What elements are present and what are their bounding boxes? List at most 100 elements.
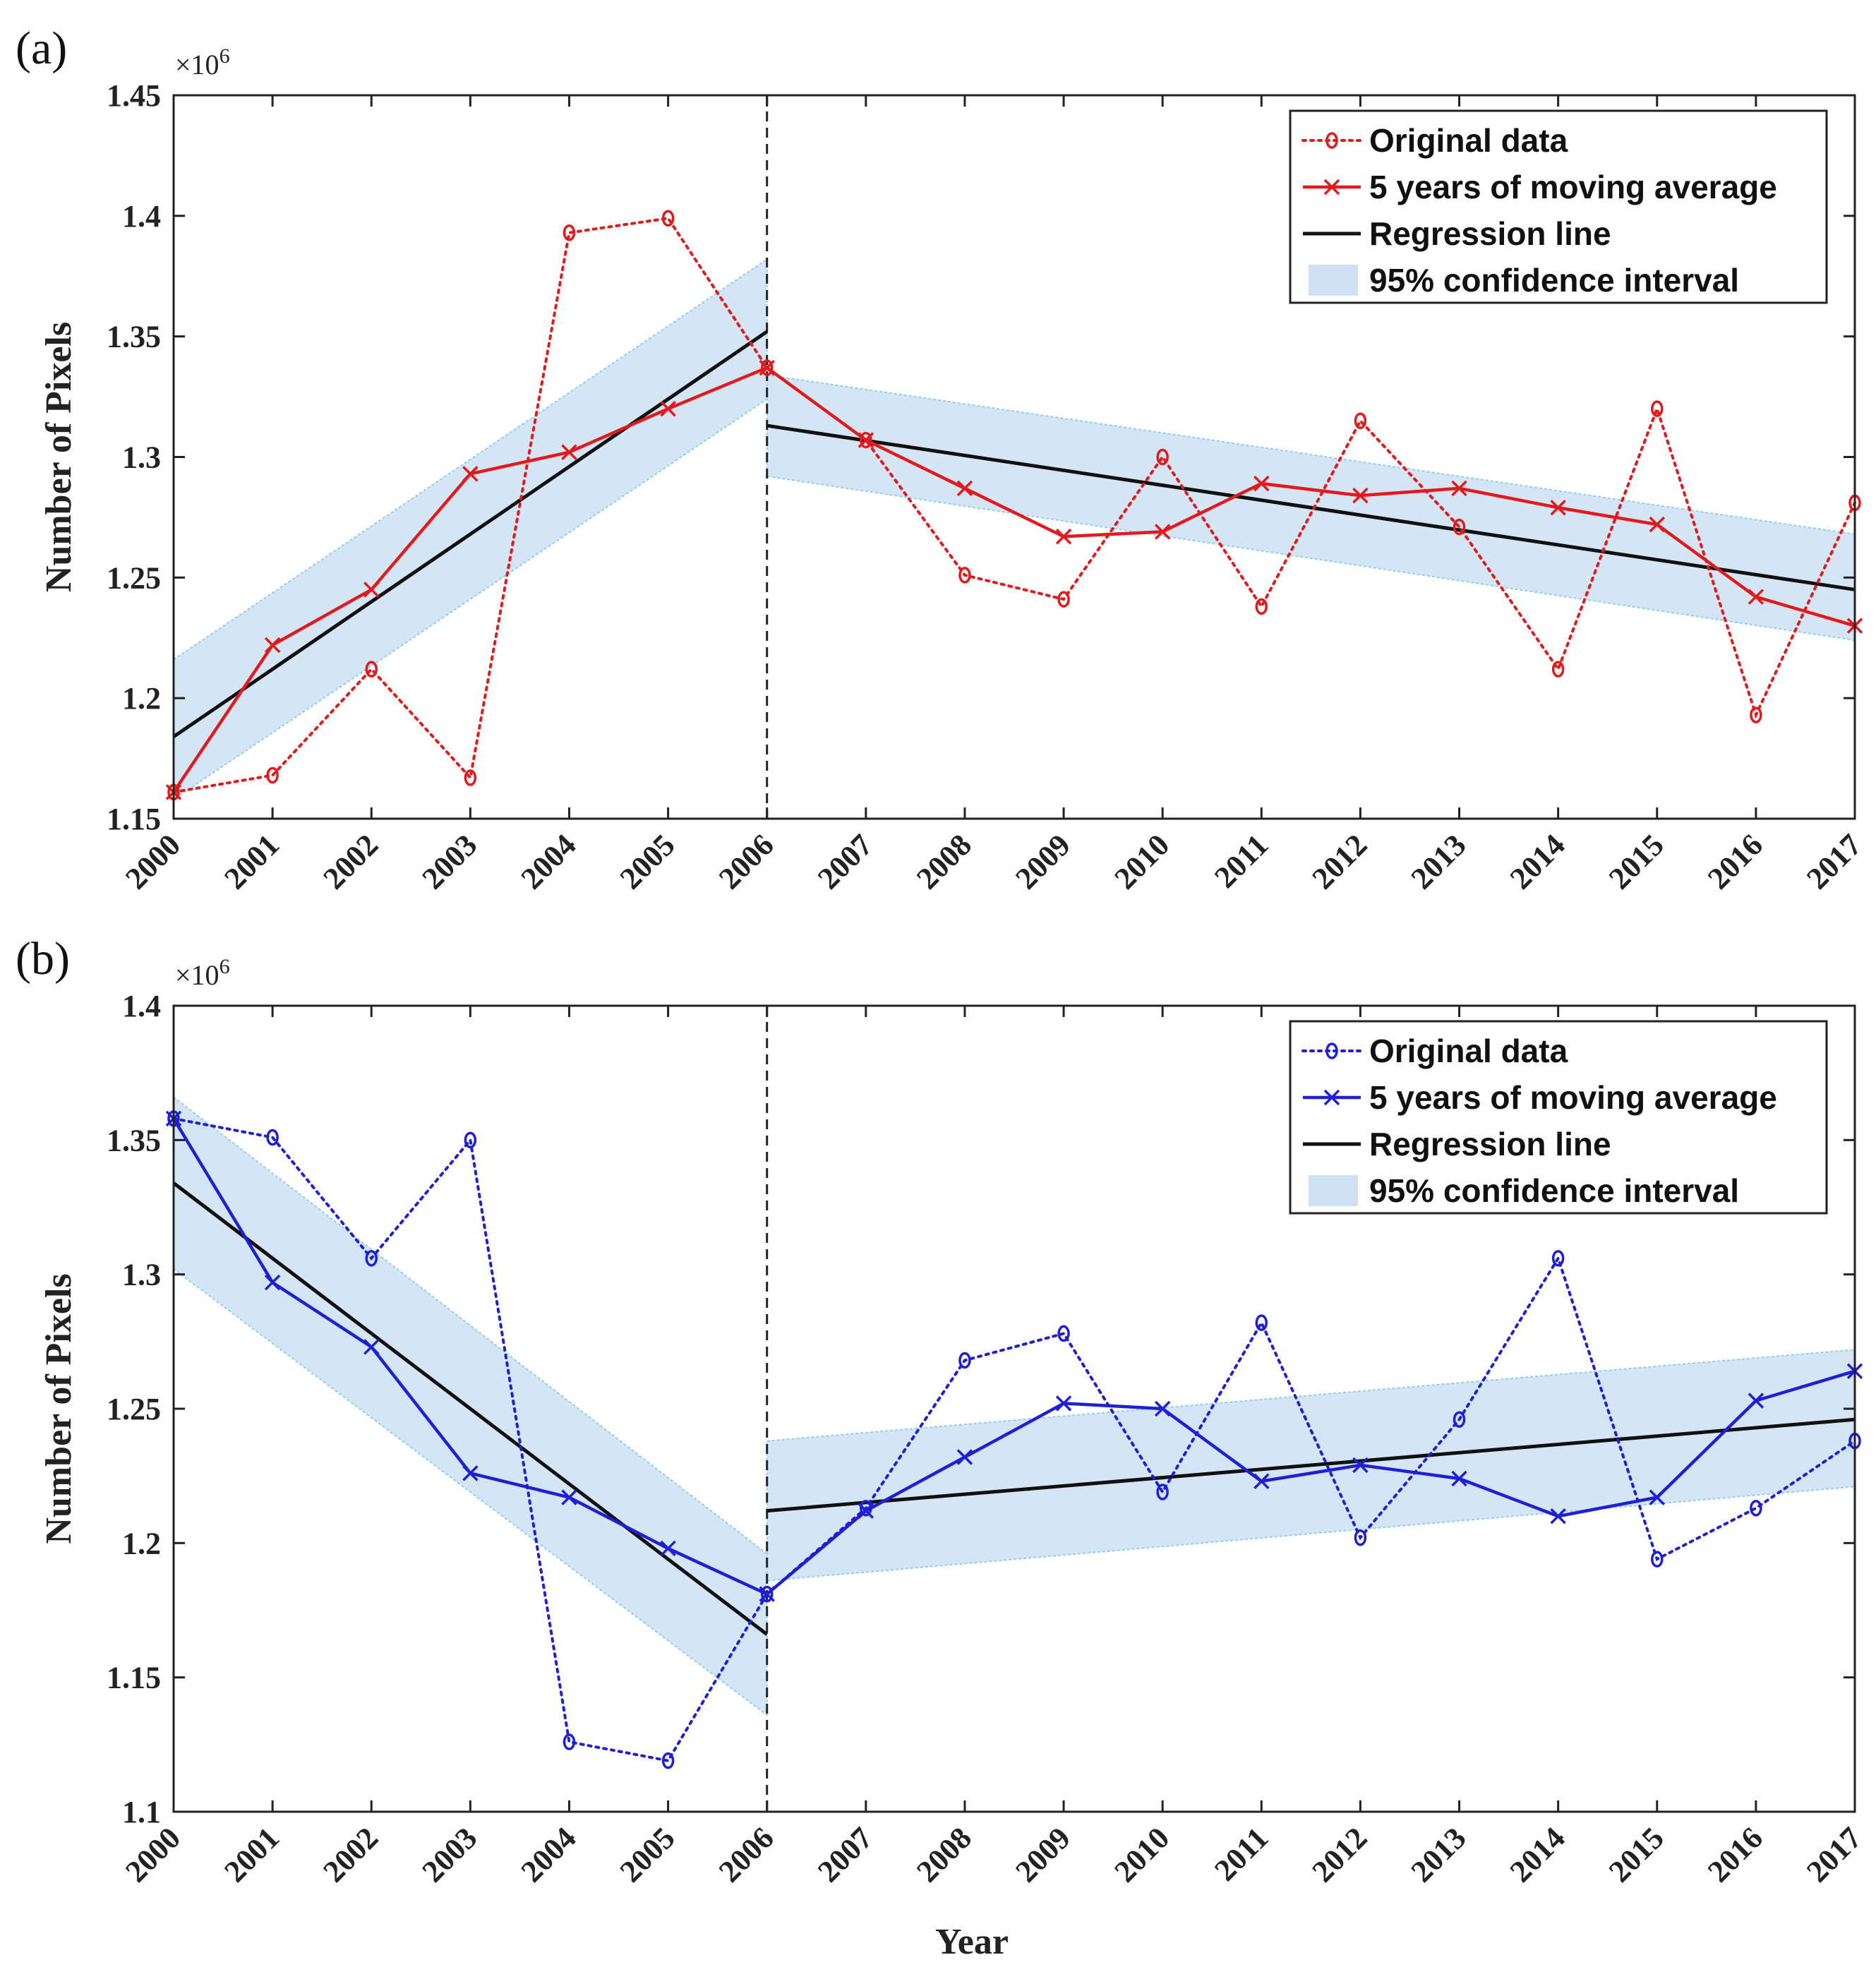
panel-b-y-exponent: ×106 [175, 955, 230, 991]
panel-a-original-point-2006 [760, 359, 774, 376]
panel-a-moving-average-point-2009 [1055, 529, 1072, 545]
panel-a-ci-band-1 [173, 258, 768, 801]
panel-a-y-axis-label: Number of Pixels [39, 322, 79, 592]
panel-a-original-data-line [172, 217, 1856, 794]
panel-a-moving-average-point-2001 [264, 637, 281, 654]
panel-b-moving-average-point-2003 [462, 1465, 479, 1481]
panel-a-legend-label-4: 95% confidence interval [1369, 262, 1739, 299]
panel-b-original-point-2010 [1156, 1484, 1169, 1500]
panel-b-moving-average-point-2006 [759, 1586, 775, 1602]
panel-a-y-tick-label: 1.4 [122, 199, 161, 234]
panel-b-x-tick-label: 2001 [217, 1820, 286, 1889]
panel-b-moving-average-line [172, 1117, 1856, 1596]
panel-b-legend-label-3: Regression line [1369, 1126, 1611, 1162]
panel-b-moving-average-point-2005 [660, 1540, 676, 1557]
panel-b-x-tick-label: 2017 [1800, 1820, 1868, 1889]
panel-b-x-axis-label: Year [935, 1922, 1009, 1962]
panel-a-moving-average-point-2012 [1352, 487, 1369, 504]
panel-a-x-tick-label: 2007 [811, 827, 879, 896]
panel-a-moving-average-point-2016 [1748, 589, 1764, 605]
panel-a-y-exponent-base: ×10 [175, 49, 220, 80]
panel-b-legend-label-4: 95% confidence interval [1369, 1172, 1739, 1209]
panel-a-y-exponent-power: 6 [220, 44, 230, 68]
panel-b-x-tick-label: 2002 [316, 1820, 385, 1889]
panel-b-y-tick-label: 1.1 [122, 1795, 161, 1829]
panel-b-original-point-2009 [1057, 1325, 1070, 1342]
panel-b-y-tick-label: 1.2 [122, 1526, 161, 1560]
panel-b-y-exponent-base: ×10 [175, 959, 220, 991]
panel-b-original-point-2013 [1453, 1411, 1466, 1428]
panel-b-original-point-2015 [1651, 1551, 1664, 1568]
panel-b-x-tick-label: 2007 [811, 1820, 879, 1889]
panel-a-x-tick-label: 2016 [1701, 827, 1769, 896]
panel-b-chart: (b) ×106 1.1 1.15 1.2 1.25 1.3 1.35 1.4 2000 2001 2… [16, 933, 1868, 1962]
panel-b-legend-label-1: Original data [1369, 1033, 1568, 1069]
panel-b-moving-average-point-2013 [1451, 1470, 1467, 1487]
panel-a-legend-swatch-ci [1309, 265, 1358, 296]
panel-b-original-point-2012 [1354, 1529, 1367, 1546]
panel-a-original-point-2012 [1354, 412, 1367, 429]
panel-b-y-exponent-power: 6 [220, 955, 230, 978]
panel-a-y-tick-label: 1.3 [122, 440, 161, 475]
panel-b-moving-average-point-2002 [363, 1339, 380, 1355]
panel-a-x-tick-label: 2010 [1107, 827, 1176, 896]
panel-a-legend-marker-original [1325, 132, 1338, 149]
panel-a-original-point-2015 [1651, 400, 1664, 417]
panel-b-x-tick-label: 2004 [515, 1820, 583, 1889]
panel-b-y-tick-label: 1.3 [122, 1258, 161, 1292]
panel-a-original-point-2005 [661, 210, 675, 227]
panel-b-moving-average-point-2014 [1550, 1508, 1566, 1524]
panel-a-original-point-2007 [860, 431, 872, 449]
panel-a-moving-average-point-2010 [1154, 524, 1171, 540]
panel-b-x-tick-label: 2000 [119, 1820, 187, 1889]
panel-a-original-point-2004 [563, 224, 576, 241]
panel-b-x-tick-label: 2012 [1306, 1820, 1374, 1889]
panel-a-original-point-2001 [266, 766, 279, 784]
panel-b-x-tick-label: 2016 [1701, 1820, 1769, 1889]
panel-b-moving-average-point-2010 [1154, 1400, 1171, 1417]
panel-a-moving-average-point-2015 [1649, 516, 1665, 533]
panel-b-x-tick-label: 2011 [1208, 1820, 1275, 1887]
panel-b-original-point-2005 [661, 1752, 675, 1769]
panel-a-y-tick-label: 1.45 [107, 78, 161, 113]
panel-b-original-point-2016 [1750, 1500, 1762, 1517]
panel-b-moving-average-point-2001 [264, 1274, 281, 1291]
panel-a-moving-average-point-2013 [1451, 480, 1467, 497]
panel-b-x-tick-label: 2003 [416, 1820, 484, 1889]
panel-a-legend-label-1: Original data [1369, 122, 1568, 159]
panel-a-moving-average-point-2002 [363, 582, 380, 598]
panel-b-moving-average-point-2009 [1055, 1395, 1072, 1412]
panel-a-moving-average-point-2007 [858, 432, 874, 448]
panel-a-original-point-2009 [1057, 591, 1070, 608]
panel-b-moving-average-point-2007 [858, 1503, 874, 1519]
panel-a-legend-marker-moving-average [1323, 179, 1340, 196]
panel-a-moving-average-point-2003 [462, 466, 479, 482]
panel-b-original-point-2004 [563, 1733, 576, 1750]
panel-b-ci-band-1 [173, 1095, 768, 1716]
panel-a-x-tick-label: 2000 [119, 827, 187, 896]
panel-b-original-data-line [172, 1117, 1856, 1762]
panel-a-regression-line-2 [766, 423, 1856, 591]
panel-a-moving-average-point-2005 [660, 400, 676, 417]
panel-b-x-tick-label: 2006 [712, 1820, 781, 1889]
panel-a-legend-label-2: 5 years of moving average [1369, 169, 1777, 205]
panel-a-moving-average-point-2008 [956, 480, 973, 497]
panel-a-legend: Original data 5 years of moving average Re… [1289, 109, 1828, 304]
panel-a-x-tick-label: 2008 [910, 827, 978, 896]
panel-b-moving-average-point-2012 [1352, 1457, 1369, 1474]
panel-a-y-tick-label: 1.35 [107, 320, 161, 354]
panel-a-y-tick-label: 1.15 [107, 802, 161, 836]
panel-a-x-tick-label: 2006 [712, 827, 781, 896]
panel-b-moving-average-point-2016 [1748, 1392, 1764, 1409]
panel-a-original-point-2014 [1551, 661, 1565, 678]
panel-b-regression-line-1 [172, 1181, 769, 1636]
panel-a-moving-average-line [172, 366, 1856, 793]
panel-b-original-point-2003 [464, 1131, 477, 1149]
panel-b-moving-average-point-2011 [1253, 1473, 1270, 1490]
panel-b-original-point-2008 [958, 1352, 971, 1369]
panel-a-x-tick-label: 2017 [1800, 827, 1868, 896]
panel-a-x-tick-label: 2014 [1503, 827, 1572, 896]
panel-a-x-tick-label: 2015 [1602, 827, 1671, 896]
panel-a-x-tick-label: 2002 [316, 827, 385, 896]
panel-b-x-tick-label: 2005 [613, 1820, 682, 1889]
